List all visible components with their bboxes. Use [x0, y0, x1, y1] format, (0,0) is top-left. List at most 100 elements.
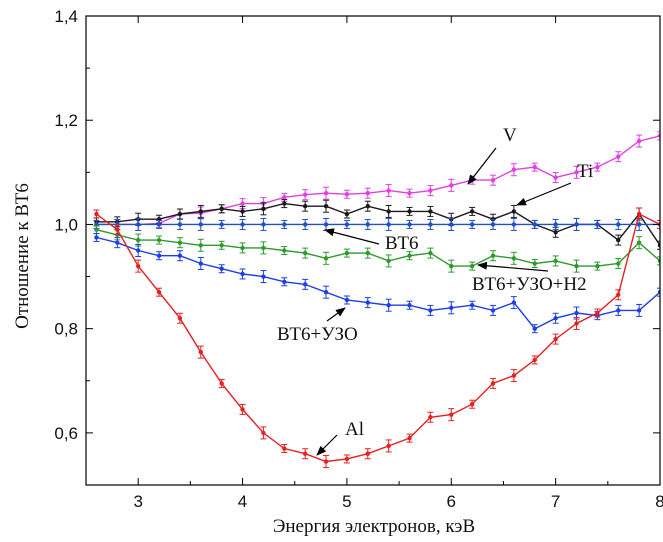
- data-point: [365, 451, 370, 456]
- series-layer: [93, 131, 660, 469]
- data-point: [302, 451, 308, 456]
- annotation-arrow: [316, 434, 338, 456]
- data-point: [449, 183, 454, 188]
- data-point: [156, 237, 162, 243]
- annotation-arrow: [477, 261, 549, 272]
- data-point: [323, 190, 329, 196]
- data-point: [490, 177, 496, 183]
- data-point: [469, 402, 475, 407]
- data-point: [574, 310, 579, 316]
- annotation-arrow: [326, 307, 346, 322]
- data-point: [302, 192, 308, 197]
- annotation-label: Al: [345, 419, 364, 440]
- x-tick-label: 6: [447, 492, 456, 511]
- data-point: [177, 253, 183, 258]
- data-point: [198, 222, 203, 227]
- data-point: [532, 326, 537, 331]
- data-point: [386, 443, 391, 449]
- data-point: [511, 256, 517, 261]
- data-point: [135, 222, 141, 227]
- data-point: [490, 381, 496, 386]
- x-tick-label: 3: [133, 492, 142, 511]
- data-point: [261, 430, 266, 436]
- data-point: [282, 279, 287, 284]
- y-tick-label: 1,2: [54, 111, 78, 130]
- data-point: [156, 289, 162, 295]
- data-point: [135, 263, 141, 269]
- data-point: [323, 222, 329, 227]
- annotation-label: ВТ6: [385, 233, 419, 254]
- data-point: [94, 227, 99, 232]
- data-point: [344, 456, 350, 462]
- annotation-layer: V Ti ВТ6 ВТ6+УЗО+Н2 ВТ6+УЗО Al: [277, 125, 593, 456]
- data-point: [365, 300, 370, 305]
- x-tick-label: 4: [238, 492, 247, 511]
- data-point: [282, 222, 287, 227]
- annotation-ti: Ti: [516, 161, 593, 206]
- data-point: [469, 222, 475, 227]
- data-point: [616, 237, 621, 243]
- annotation-arrow: [324, 228, 380, 245]
- data-point: [574, 170, 579, 175]
- axes-layer: 3 4 5 6 7 8 0,6 0,8 1,0 1,2 1,4: [54, 7, 663, 511]
- data-point: [302, 282, 308, 287]
- data-point: [532, 222, 537, 227]
- data-point: [553, 336, 558, 342]
- data-point: [490, 308, 496, 313]
- data-point: [219, 266, 224, 271]
- data-point: [240, 271, 245, 277]
- data-point: [595, 263, 600, 269]
- annotation-label: ВТ6+УЗО: [277, 324, 358, 345]
- data-point: [595, 164, 600, 170]
- data-point: [574, 321, 579, 326]
- y-tick-label: 1,4: [54, 7, 78, 26]
- data-point: [177, 211, 183, 217]
- data-point: [428, 188, 433, 193]
- data-point: [365, 222, 370, 227]
- data-point: [198, 243, 203, 248]
- data-point: [323, 204, 329, 209]
- data-point: [115, 240, 120, 245]
- data-point: [323, 289, 329, 295]
- y-axis-title: Отношение к ВТ6: [12, 183, 33, 329]
- annotation-вт6: ВТ6: [324, 228, 419, 254]
- annotation-label: ВТ6+УЗО+Н2: [472, 274, 587, 295]
- data-point: [428, 415, 433, 420]
- data-point: [449, 305, 454, 311]
- data-point: [344, 297, 350, 303]
- data-point: [428, 250, 433, 256]
- data-point: [240, 245, 245, 251]
- data-point: [428, 222, 433, 227]
- data-point: [386, 303, 391, 308]
- data-point: [344, 250, 350, 256]
- series-line: [96, 236, 660, 330]
- data-point: [407, 303, 412, 308]
- data-point: [386, 209, 391, 214]
- data-point: [511, 209, 517, 214]
- y-tick-label: 1,0: [54, 215, 78, 234]
- data-point: [553, 316, 558, 321]
- annotation-вт6-узо-н2: ВТ6+УЗО+Н2: [472, 261, 587, 295]
- data-point: [449, 412, 454, 417]
- x-tick-label: 7: [551, 492, 560, 511]
- data-point: [553, 230, 558, 235]
- data-point: [156, 253, 162, 258]
- data-point: [428, 308, 433, 313]
- data-point: [177, 316, 183, 321]
- x-axis-title: Энергия электронов, кэВ: [273, 516, 475, 537]
- data-point: [636, 222, 642, 227]
- data-point: [636, 211, 642, 217]
- data-point: [511, 222, 517, 227]
- data-point: [198, 209, 203, 214]
- data-point: [302, 204, 308, 209]
- data-point: [94, 211, 99, 217]
- data-point: [302, 250, 308, 256]
- data-point: [344, 192, 350, 197]
- data-point: [177, 222, 183, 227]
- x-tick-label: 5: [342, 492, 351, 511]
- data-point: [115, 227, 120, 232]
- data-point: [282, 248, 287, 253]
- data-point: [574, 222, 579, 227]
- data-point: [616, 261, 621, 266]
- data-point: [449, 222, 454, 227]
